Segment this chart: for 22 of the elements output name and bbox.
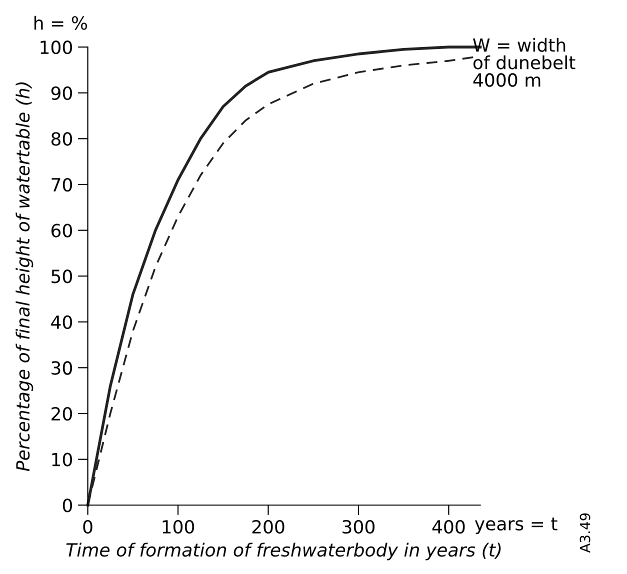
y-tick-label: 80 (51, 132, 72, 146)
x-tick-label: 200 (252, 520, 284, 534)
x-axis-title: Time of formation of freshwaterbody in years (t) (66, 542, 501, 560)
y-tick-label: 50 (52, 270, 72, 284)
y-tick-label: 60 (51, 224, 72, 238)
x-tick-label: 100 (162, 520, 194, 534)
y-tick-label: 100 (40, 40, 72, 54)
annotation: W = width of dunebelt 4000 m (473, 38, 576, 87)
y-axis-title: Percentage of final height of watertable (h) (16, 82, 34, 472)
text: A3.49 (580, 513, 590, 553)
y-tick-label: 20 (52, 406, 72, 421)
y-tick-label: 90 (51, 86, 72, 100)
y-tick-label: 70 (52, 178, 72, 192)
text: h = % (34, 16, 88, 30)
text: years = t (474, 518, 558, 534)
y-tick-label: 0 (62, 498, 72, 512)
y-tick-label: 10 (52, 452, 72, 466)
x-tick-label: 300 (342, 520, 375, 534)
x-tick-label: 400 (432, 520, 465, 534)
y-tick-label: 40 (51, 315, 72, 330)
y-tick-label: 30 (52, 361, 72, 375)
x-tick-label: 0 (83, 520, 92, 534)
